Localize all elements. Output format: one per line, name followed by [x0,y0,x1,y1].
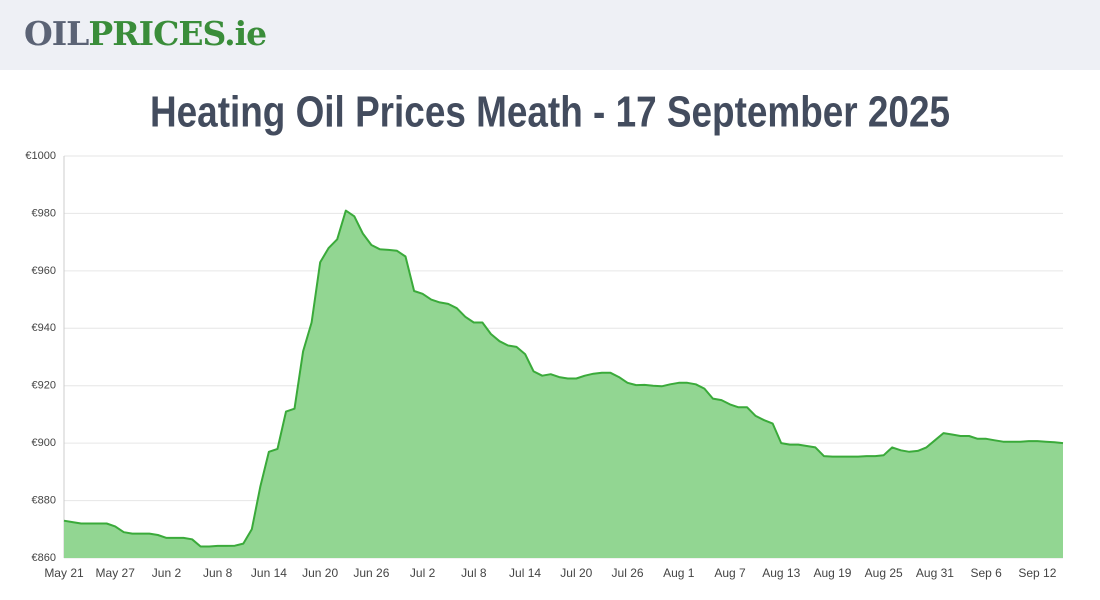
x-tick-label: May 21 [44,566,84,580]
y-tick-label: €900 [32,437,56,449]
x-tick-label: Jul 2 [410,566,436,580]
y-tick-label: €920 [32,380,56,392]
x-tick-label: Aug 1 [663,566,695,580]
header: OILPRICES.ie [0,0,1100,70]
y-tick-label: €880 [32,494,56,506]
chart: Heating Oil Prices Meath - 17 September … [25,88,1064,580]
x-tick-label: Jun 14 [251,566,287,580]
logo[interactable]: OILPRICES.ie [24,14,267,53]
x-tick-label: Sep 12 [1018,566,1056,580]
x-tick-label: Jun 8 [203,566,233,580]
x-tick-label: Jul 14 [509,566,541,580]
y-tick-label: €960 [32,265,56,277]
y-tick-label: €980 [32,207,56,219]
x-tick-label: Aug 19 [813,566,851,580]
x-tick-label: Jul 20 [560,566,592,580]
x-tick-label: May 27 [96,566,136,580]
x-tick-label: Aug 31 [916,566,954,580]
x-tick-label: Jul 26 [612,566,644,580]
x-tick-label: Aug 7 [714,566,746,580]
x-tick-label: Jun 20 [302,566,338,580]
y-tick-label: €860 [32,552,56,564]
x-tick-label: Sep 6 [970,566,1002,580]
logo-part: OIL [24,14,89,53]
x-tick-label: Aug 13 [762,566,800,580]
line [63,209,1064,548]
x-tick-label: Jun 2 [152,566,182,580]
x-tick-label: Jun 26 [353,566,389,580]
area [64,210,1063,558]
x-tick-label: Jul 8 [461,566,487,580]
y-tick-label: €1000 [25,150,56,162]
logo-part: PRICES.ie [88,14,267,53]
x-tick-label: Aug 25 [865,566,903,580]
chart-title: Heating Oil Prices Meath - 17 September … [150,88,950,137]
y-tick-label: €940 [32,322,56,334]
